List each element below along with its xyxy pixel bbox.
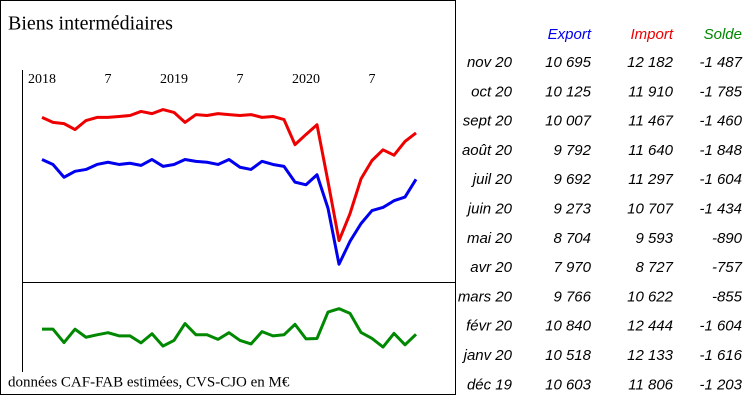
table-cell: 9 792 — [553, 142, 591, 159]
table-cell: 10 007 — [545, 113, 592, 130]
table-cell: 10 518 — [545, 347, 592, 364]
table-cell: 11 806 — [628, 376, 673, 393]
table-cell: 9 273 — [553, 200, 591, 217]
table-cell: -1 487 — [699, 54, 742, 71]
row-month: mars 20 — [458, 288, 513, 305]
legend-header: Solde — [704, 26, 742, 43]
row-month: oct 20 — [471, 83, 513, 100]
table-cell: 10 695 — [545, 54, 592, 71]
table-cell: 9 766 — [553, 288, 591, 305]
row-month: sept 20 — [463, 113, 513, 130]
table-cell: 11 910 — [628, 83, 673, 100]
row-month: août 20 — [462, 142, 513, 159]
table-cell: 12 182 — [627, 54, 674, 71]
table-cell: 9 593 — [635, 230, 673, 247]
x-tick-label: 2020 — [292, 72, 320, 87]
row-month: juin 20 — [466, 200, 513, 217]
table-cell: 12 133 — [627, 347, 674, 364]
chart-title: Biens intermédiaires — [8, 13, 173, 35]
x-tick-label: 2018 — [28, 72, 56, 87]
table-cell: -1 604 — [699, 171, 742, 188]
table-cell: 7 970 — [553, 259, 591, 276]
table-cell: 10 603 — [545, 376, 592, 393]
table-cell: -1 848 — [699, 142, 742, 159]
table-cell: 10 622 — [627, 288, 674, 305]
x-tick-label: 7 — [237, 72, 244, 87]
table-cell: 10 707 — [627, 200, 674, 217]
table-cell: 11 640 — [628, 142, 673, 159]
x-tick-label: 7 — [105, 72, 112, 87]
table-cell: -855 — [712, 288, 743, 305]
table-cell: 8 704 — [553, 230, 591, 247]
row-month: févr 20 — [466, 318, 513, 335]
table-cell: 10 840 — [545, 318, 592, 335]
table-cell: -1 785 — [699, 83, 742, 100]
row-month: avr 20 — [470, 259, 512, 276]
row-month: déc 19 — [467, 376, 513, 393]
table-cell: -1 460 — [699, 113, 742, 130]
series-line — [42, 307, 418, 349]
table-cell: -1 434 — [699, 200, 742, 217]
table-cell: -1 203 — [699, 376, 742, 393]
row-month: mai 20 — [467, 230, 513, 247]
x-tick-label: 7 — [369, 72, 376, 87]
table-cell: 8 727 — [635, 259, 673, 276]
row-month: juil 20 — [471, 171, 513, 188]
table-cell: 12 444 — [627, 318, 673, 335]
series-line — [41, 108, 417, 243]
note: données CAF-FAB estimées, CVS-CJO en M€ — [8, 374, 290, 390]
series-line — [41, 157, 418, 266]
table-cell: -1 604 — [699, 318, 742, 335]
table-cell: 11 297 — [628, 171, 673, 188]
table-cell: 9 692 — [553, 171, 591, 188]
row-month: nov 20 — [467, 54, 513, 71]
table-cell: -757 — [712, 259, 743, 276]
table-cell: 10 125 — [545, 83, 592, 100]
frame — [0, 0, 456, 395]
legend-header: Export — [548, 26, 592, 43]
table-cell: 11 467 — [628, 113, 673, 130]
table-cell: -1 616 — [699, 347, 742, 364]
table-cell: -890 — [712, 230, 743, 247]
row-month: janv 20 — [462, 347, 513, 364]
x-tick-label: 2019 — [160, 72, 188, 87]
legend-header: Import — [630, 26, 673, 43]
